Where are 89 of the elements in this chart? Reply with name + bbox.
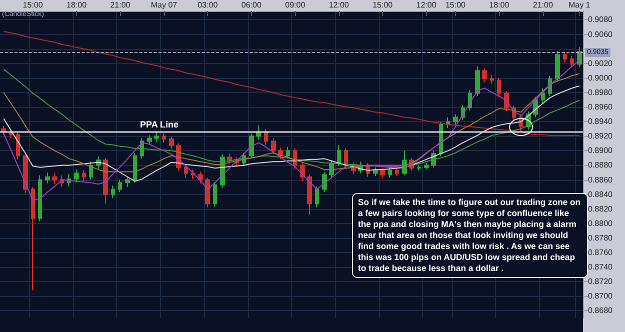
y-tick-label: 0.9060 bbox=[588, 30, 614, 39]
candlestick bbox=[577, 46, 582, 68]
candlestick bbox=[45, 172, 50, 184]
candlestick bbox=[315, 186, 319, 208]
line-series bbox=[3, 30, 580, 136]
x-tick-label: 09:00 bbox=[285, 0, 306, 10]
y-tick-label: 0.9000 bbox=[588, 73, 614, 82]
candlestick bbox=[38, 174, 42, 222]
candlestick bbox=[344, 148, 348, 170]
candlestick bbox=[169, 136, 174, 150]
x-tick-label: 15:00 bbox=[372, 0, 394, 10]
y-tick-label: 0.8940 bbox=[588, 117, 614, 126]
x-tick-label: 06:00 bbox=[241, 0, 262, 10]
candlestick bbox=[388, 166, 392, 178]
candlestick bbox=[264, 128, 268, 146]
y-tick-label: 0.8680 bbox=[588, 306, 614, 316]
candlestick bbox=[103, 157, 108, 204]
line-series bbox=[3, 85, 580, 182]
candlestick bbox=[555, 50, 560, 82]
candlestick bbox=[424, 162, 429, 170]
y-tick-label: 0.9080 bbox=[588, 15, 614, 24]
candlestick bbox=[307, 174, 312, 216]
candlestick bbox=[497, 77, 501, 98]
candlestick bbox=[271, 138, 276, 155]
candlestick bbox=[373, 166, 378, 177]
candlestick bbox=[162, 132, 166, 144]
y-tick-label: 0.8920 bbox=[588, 132, 614, 141]
candlestick bbox=[74, 169, 79, 184]
candlestick bbox=[227, 153, 232, 164]
candlestick bbox=[16, 132, 20, 160]
candlestick bbox=[504, 90, 509, 112]
candlestick bbox=[147, 134, 152, 146]
candlestick bbox=[89, 161, 93, 180]
y-tick-label: 0.8820 bbox=[588, 204, 614, 214]
y-tick-label: 0.8760 bbox=[588, 248, 614, 258]
y-tick-label: 0.8880 bbox=[588, 160, 614, 170]
y-tick-label: 0.8780 bbox=[588, 233, 614, 242]
x-tick-label: May 1 bbox=[568, 0, 591, 10]
candlestick bbox=[133, 152, 137, 184]
candlestick bbox=[475, 66, 480, 97]
candlestick bbox=[322, 171, 327, 193]
candlestick bbox=[490, 74, 494, 84]
x-tick-label: 18:00 bbox=[489, 0, 510, 10]
y-tick-label: 0.8700 bbox=[588, 292, 614, 301]
y-tick-label: 0.8960 bbox=[588, 102, 614, 112]
candlestick bbox=[541, 88, 545, 104]
candlestick bbox=[23, 152, 28, 194]
y-tick-label: 0.8860 bbox=[588, 175, 614, 184]
x-tick-label: 21:00 bbox=[110, 0, 131, 10]
candlestick bbox=[563, 51, 567, 64]
candlestick bbox=[482, 68, 487, 83]
candlestick bbox=[249, 132, 254, 160]
x-tick-label: 12:00 bbox=[328, 0, 350, 10]
y-tick-label: 0.8720 bbox=[588, 277, 614, 286]
candlestick bbox=[205, 177, 210, 208]
candlestick bbox=[213, 181, 217, 208]
y-tick-label: 0.8980 bbox=[588, 88, 614, 97]
x-tick-label: 18:00 bbox=[66, 0, 88, 10]
x-tick-label: 15:00 bbox=[445, 0, 466, 10]
candlestick bbox=[417, 164, 421, 171]
candlestick bbox=[286, 146, 290, 160]
candlestick bbox=[125, 176, 130, 188]
ref-line-label: PPA Line bbox=[140, 119, 179, 130]
candlestick bbox=[82, 170, 86, 182]
x-tick-label: 12:00 bbox=[416, 0, 437, 10]
annotation: So if we take the time to figure out our trading zone on a few pairs looking for some type of confluence like the ppa and closing MA's then maybe placing a alarm near that area on those that look inviting we should find some good trades with low risk . As we can see this was 100 pips on AUD/USD low spread and cheap to trade because less than a dollar . bbox=[352, 193, 588, 278]
candlestick bbox=[337, 144, 341, 166]
candlestick bbox=[154, 132, 159, 142]
candlestick bbox=[570, 56, 574, 68]
y-tick-label: 0.8740 bbox=[588, 262, 614, 272]
candlestick bbox=[198, 171, 203, 184]
y-tick-label: 0.8800 bbox=[588, 218, 614, 228]
x-tick-label: 15:00 bbox=[22, 0, 44, 10]
candlestick bbox=[118, 179, 122, 193]
candlestick bbox=[31, 186, 35, 291]
y-tick-label: 0.9020 bbox=[588, 58, 614, 68]
candlestick bbox=[184, 164, 188, 178]
candlestick bbox=[548, 75, 552, 97]
candlestick bbox=[111, 185, 115, 198]
x-tick-label: 03:00 bbox=[198, 0, 218, 10]
candlestick bbox=[453, 114, 458, 126]
candlestick bbox=[52, 172, 57, 185]
y-tick-label: 0.8840 bbox=[588, 190, 614, 199]
candlestick bbox=[380, 168, 385, 179]
x-tick-label: 21:00 bbox=[532, 0, 554, 10]
y-tick-label: 0.8900 bbox=[588, 146, 614, 156]
candlestick bbox=[300, 162, 305, 182]
x-tick-label: May 07 bbox=[150, 0, 178, 10]
candlestick bbox=[395, 168, 399, 177]
